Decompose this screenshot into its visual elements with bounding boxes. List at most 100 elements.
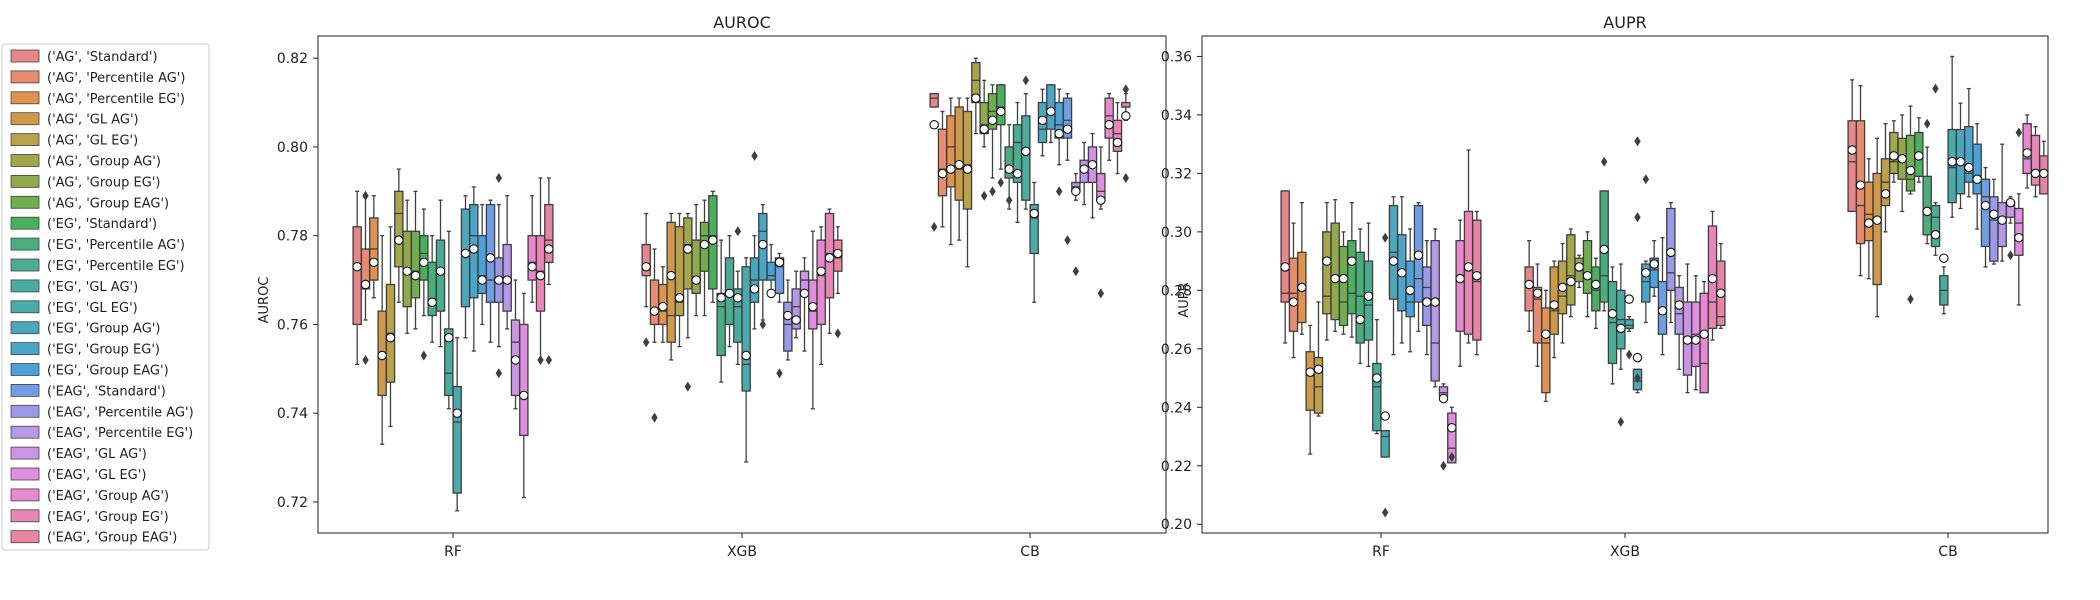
legend-label: ('EAG', 'GL AG') <box>47 447 147 462</box>
mean-marker <box>544 244 554 254</box>
box-xgb-24 <box>1716 242 1726 330</box>
mean-marker <box>1338 273 1349 284</box>
mean-marker <box>1947 156 1957 167</box>
box-body <box>816 239 826 326</box>
mean-marker <box>460 248 471 259</box>
legend-item: ('AG', 'Group EG') <box>10 174 160 190</box>
mean-marker <box>1964 162 1974 173</box>
mean-marker <box>1021 146 1031 157</box>
box-body <box>2014 207 2024 256</box>
box-cb-16 <box>1972 123 1982 230</box>
legend-item: ('EG', 'Standard') <box>10 216 157 232</box>
mean-marker <box>1674 300 1684 310</box>
mean-marker <box>1955 156 1966 167</box>
box-xgb-18 <box>783 279 793 361</box>
box-rf-8 <box>410 190 421 330</box>
mean-marker <box>1430 297 1440 307</box>
outlier-point <box>420 350 428 361</box>
box-rf-19 <box>1430 228 1440 388</box>
outlier-point <box>834 328 842 339</box>
box-xgb-12 <box>1616 263 1626 427</box>
mean-marker <box>1524 279 1534 290</box>
box-rf-4 <box>1305 324 1315 455</box>
box-body <box>741 266 751 392</box>
box-xgb-7 <box>691 203 701 317</box>
box-cb-17 <box>1980 166 1991 268</box>
mean-marker <box>1557 282 1568 293</box>
mean-marker <box>1872 215 1882 225</box>
box-body <box>1338 245 1349 327</box>
mean-marker <box>427 297 437 307</box>
mean-marker <box>1280 262 1290 272</box>
box-xgb-10 <box>716 239 726 383</box>
box-xgb-2 <box>649 248 660 423</box>
mean-marker <box>987 115 998 126</box>
mean-marker <box>741 350 751 361</box>
mean-marker <box>1574 262 1584 272</box>
box-body <box>766 261 776 281</box>
box-body <box>1455 239 1465 332</box>
box-rf-17 <box>1413 201 1424 332</box>
box-cb-9 <box>1914 117 1924 183</box>
box-xgb-6 <box>683 212 693 392</box>
box-cb-12 <box>1021 75 1031 210</box>
mean-marker <box>1599 244 1609 255</box>
mean-marker <box>733 293 743 303</box>
mean-marker <box>402 266 412 276</box>
box-cb-24 <box>2039 140 2049 195</box>
mean-marker <box>929 120 939 130</box>
x-tick-label: XGB <box>1610 544 1640 560</box>
outlier-point <box>1634 212 1641 223</box>
legend-item: ('EG', 'Group EAG') <box>10 363 169 379</box>
legend-swatch <box>10 49 40 63</box>
outlier-point <box>362 354 369 365</box>
mean-marker <box>1087 159 1098 170</box>
legend-label: ('AG', 'Group EG') <box>47 175 160 190</box>
box-rf-5 <box>1313 301 1324 417</box>
mean-marker <box>2039 168 2049 179</box>
legend-label: ('EG', 'GL AG') <box>47 280 138 295</box>
mean-marker <box>1347 256 1357 266</box>
outlier-point <box>495 368 503 379</box>
mean-marker <box>1029 208 1039 219</box>
legend-label: ('EAG', 'GL EG') <box>47 468 146 483</box>
mean-marker <box>1046 106 1056 117</box>
box-rf-1 <box>352 190 362 366</box>
box-rf-18 <box>494 173 504 379</box>
mean-marker <box>1905 165 1916 176</box>
box-body <box>1347 239 1357 315</box>
y-tick-label: 0.22 <box>1161 459 1192 475</box>
mean-marker <box>2014 232 2024 243</box>
box-xgb-16 <box>1649 239 1659 297</box>
outlier-point <box>930 221 938 232</box>
outlier-point <box>2007 250 2014 261</box>
box-xgb-1 <box>641 212 651 348</box>
mean-marker <box>758 239 768 250</box>
box-rf-2 <box>360 190 371 365</box>
box-xgb-20 <box>1682 263 1693 394</box>
box-rf-8 <box>1338 231 1349 335</box>
box-cb-11 <box>1012 101 1023 224</box>
box-xgb-1 <box>1524 239 1534 332</box>
y-tick-label: 0.74 <box>277 406 308 422</box>
mean-marker <box>816 266 826 276</box>
outlier-point <box>537 354 544 365</box>
box-xgb-2 <box>1532 263 1543 368</box>
legend-swatch <box>10 342 40 356</box>
y-tick-label: 0.36 <box>1161 49 1192 65</box>
legend-swatch <box>10 70 40 84</box>
mean-marker <box>1682 335 1693 345</box>
box-rf-16 <box>1405 228 1415 353</box>
mean-marker <box>1930 230 1941 240</box>
mean-marker <box>708 235 718 245</box>
mean-marker <box>510 355 521 365</box>
legend-label: ('AG', 'GL AG') <box>47 113 139 128</box>
mean-marker <box>1305 367 1315 377</box>
box-xgb-23 <box>824 208 835 334</box>
mean-marker <box>1079 164 1089 174</box>
box-body <box>519 323 529 437</box>
y-tick-label: 0.72 <box>277 495 308 511</box>
legend-label: ('AG', 'Percentile EG') <box>47 92 185 107</box>
legend-label: ('EG', 'Group AG') <box>47 322 160 337</box>
box-xgb-4 <box>1549 260 1559 359</box>
